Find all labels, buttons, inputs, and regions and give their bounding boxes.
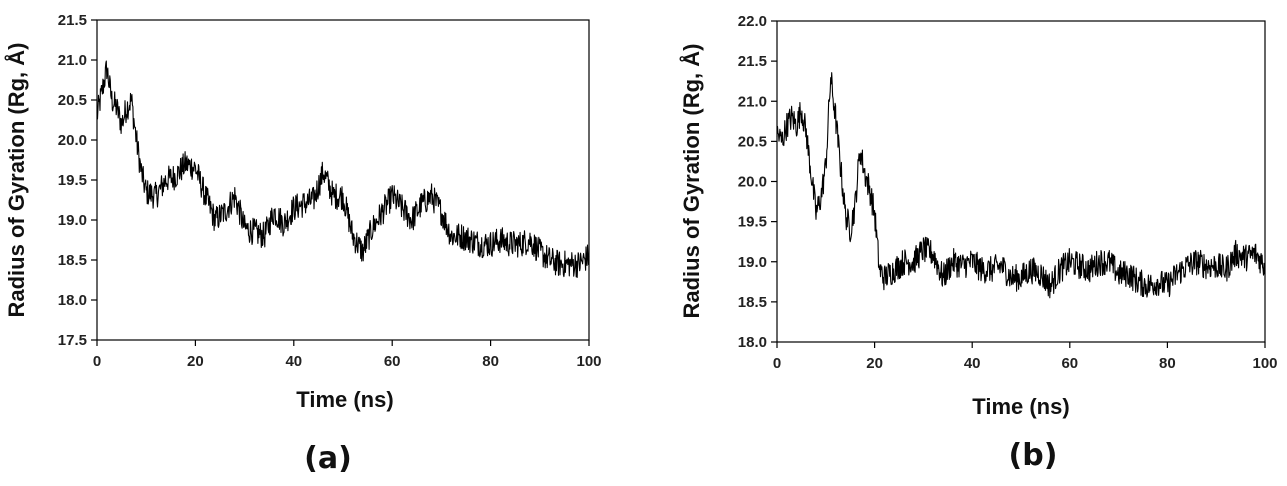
- x-tick-label: 0: [773, 355, 781, 372]
- x-tick-label: 20: [866, 355, 883, 372]
- panel-label: (b): [1009, 438, 1058, 473]
- y-tick-label: 20.0: [58, 132, 87, 149]
- series-line: [776, 72, 1266, 299]
- x-tick-label: 80: [482, 353, 499, 370]
- y-tick-label: 19.0: [58, 212, 87, 229]
- y-tick-label: 18.5: [738, 294, 767, 311]
- x-tick-label: 0: [93, 353, 101, 370]
- y-tick-label: 18.0: [738, 334, 767, 351]
- y-tick-label: 21.5: [58, 12, 87, 29]
- x-tick-label: 100: [576, 353, 601, 370]
- plot-frame: [776, 20, 1266, 343]
- y-tick-label: 22.0: [738, 13, 767, 30]
- y-tick-label: 20.5: [58, 92, 87, 109]
- y-tick-label: 18.0: [58, 292, 87, 309]
- x-axis-title: Time (ns): [296, 387, 393, 412]
- x-axis-title: Time (ns): [972, 394, 1069, 419]
- chart-panel-b: 18.0 18.5 19.0 19.5 20.0 20.5 21.0 21.5 22.0 0 20 4…: [678, 13, 1278, 473]
- x-tick-label: 40: [285, 353, 302, 370]
- x-tick-label: 100: [1252, 355, 1277, 372]
- x-tick-label: 40: [964, 355, 981, 372]
- y-tick-label: 19.0: [738, 254, 767, 271]
- y-tick-label: 19.5: [58, 172, 87, 189]
- x-tick-label: 20: [187, 353, 204, 370]
- y-tick-label: 20.0: [738, 174, 767, 191]
- y-tick-label: 17.5: [58, 332, 87, 349]
- y-tick-label: 21.5: [738, 53, 767, 70]
- x-tick-label: 60: [384, 353, 401, 370]
- chart-panel-a: 17.5 18.0 18.5 19.0 19.5 20.0 20.5 21.0 21.5 0 20 4…: [3, 12, 602, 476]
- y-tick-label: 20.5: [738, 133, 767, 150]
- y-tick-label: 18.5: [58, 252, 87, 269]
- y-axis-title: Radius of Gyration (Rg, Å): [3, 43, 29, 318]
- y-tick-label: 21.0: [58, 52, 87, 69]
- y-tick-label: 19.5: [738, 214, 767, 231]
- panel-label: (a): [304, 441, 352, 476]
- series-line: [96, 60, 590, 278]
- y-axis-title: Radius of Gyration (Rg, Å): [678, 44, 704, 319]
- y-tick-label: 21.0: [738, 93, 767, 110]
- x-tick-label: 60: [1061, 355, 1078, 372]
- x-tick-label: 80: [1159, 355, 1176, 372]
